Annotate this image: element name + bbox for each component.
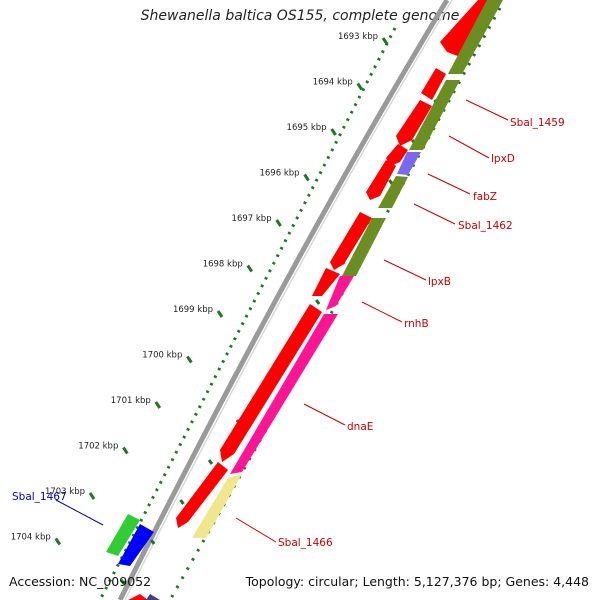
ruler-tick-label: 1699 kbp [173,305,213,315]
inner-arc-mark [149,539,156,545]
gene-forward-dnae[interactable] [220,304,322,462]
accession-text: Accession: NC_009052 [9,574,152,589]
gene-forward-8[interactable] [312,268,340,296]
gene-forward-3[interactable] [396,100,432,146]
gene-forward-sbal-1466[interactable] [176,462,228,528]
ruler-tick-mark [330,128,337,136]
label-fabz[interactable]: fabZ [473,191,497,203]
label-sbal-1466[interactable]: Sbal_1466 [278,537,333,549]
gene-lpxb[interactable] [342,218,386,276]
gene-sbal-1459[interactable] [448,0,503,74]
ruler-tick-mark [154,401,162,409]
ruler-tick-mark [356,82,364,91]
ruler-tick-label: 1695 kbp [287,123,327,133]
inner-arc-mark [207,459,214,465]
ruler-ticks: 1693 kbp 1694 kbp 1695 kbp 1696 kbp 1697 kbp… [11,32,461,585]
inner-arc-mark [388,179,394,185]
label-dnae[interactable]: dnaE [347,421,373,433]
ruler-tick-label: 1703 kbp [45,487,85,497]
ruler-tick-label: 1694 kbp [313,78,353,88]
backbone-arc-highlight [124,0,453,600]
gene-bottom-stub[interactable] [128,594,148,600]
gene-rnhb[interactable] [326,276,354,310]
inner-arc-mark [315,299,321,305]
gene-dnae[interactable] [230,314,338,474]
ruler-dotted-arc [98,27,397,600]
ruler-tick-mark [216,310,224,318]
label-sbal-1462[interactable]: Sbal_1462 [458,220,513,232]
gene-forward-5[interactable] [366,160,396,200]
ruler-tick-mark [186,355,193,364]
gene-fabz[interactable] [397,152,421,175]
gene-sbal-1467-blue[interactable] [118,524,154,566]
ruler-tick-label: 1693 kbp [338,32,378,42]
reverse-strand-genes [192,0,503,538]
ruler-tick-label: 1701 kbp [111,396,151,406]
ruler-tick-mark [381,37,389,45]
inner-arc-mark [120,579,126,585]
ruler-tick-label: 1696 kbp [259,169,299,179]
label-sbal-1459[interactable]: Sbal_1459 [510,117,565,129]
ruler-tick-mark [303,173,310,182]
map-title: Shewanella baltica OS155, complete genom… [140,8,460,24]
gene-labels: Sbal_1459 lpxD fabZ Sbal_1462 lpxB rnhB … [12,117,565,549]
ruler-tick-label: 1700 kbp [142,351,182,361]
gene-sbal-1466[interactable] [192,474,242,538]
label-rnhb[interactable]: rnhB [404,318,429,330]
gene-forward-2[interactable] [421,68,446,100]
label-lpxb[interactable]: lpxB [428,276,451,288]
ruler-tick-mark [88,492,96,500]
gene-sbal-1459-forward[interactable] [440,0,492,58]
label-sbal-1467[interactable]: Sbal_1467 [12,491,67,503]
lower-genes [106,514,160,600]
gene-sbal-1462-a[interactable] [378,176,408,208]
ruler-tick-label: 1697 kbp [232,214,272,224]
genome-summary-text: Topology: circular; Length: 5,127,376 bp… [245,574,589,589]
inner-arc-mark [179,499,185,505]
ruler-tick-mark [246,264,254,273]
ruler-tick-label: 1698 kbp [203,260,243,270]
ruler-tick-mark [122,446,129,455]
ruler-tick-label: 1704 kbp [11,533,51,543]
ruler-tick-mark [275,219,282,227]
gene-bottom-stub-2[interactable] [146,594,160,600]
forward-strand-genes [176,0,492,528]
backbone-arc [117,0,450,600]
label-lpxd[interactable]: lpxD [491,153,515,165]
ruler-tick-label: 1702 kbp [78,442,118,452]
gene-sbal-1467-green[interactable] [106,514,140,556]
gene-lpxd[interactable] [409,80,460,150]
gene-forward-7[interactable] [330,212,372,270]
ruler-tick-mark [54,537,62,546]
inner-dotted-arc [168,7,502,600]
gene-forward-6[interactable] [384,152,400,170]
label-connectors [55,99,509,543]
